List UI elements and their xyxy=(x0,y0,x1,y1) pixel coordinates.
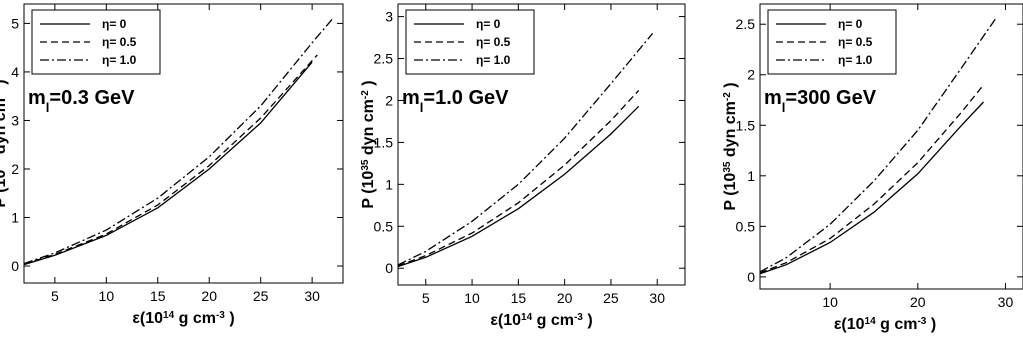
y-axis-label: P (1035 dyn cm-2 ) xyxy=(722,82,740,210)
y-tick-label: 0.5 xyxy=(736,218,756,234)
y-tick-label: 0 xyxy=(11,258,19,274)
series-line-1 xyxy=(760,102,984,274)
y-tick-label: 2 xyxy=(747,67,755,83)
legend-label-1: η= 0 xyxy=(476,17,501,31)
y-tick-label: 0 xyxy=(747,269,755,285)
x-tick-label: 10 xyxy=(822,294,838,310)
legend-label-2: η= 0.5 xyxy=(102,35,137,49)
y-tick-label: 1 xyxy=(11,209,19,225)
mass-annotation: ml=300 GeV xyxy=(764,87,877,115)
series-line-2 xyxy=(760,85,984,273)
mass-annotation: ml=0.3 GeV xyxy=(28,87,135,115)
legend-label-3: η= 1.0 xyxy=(476,53,511,67)
series-line-1 xyxy=(398,106,639,266)
x-tick-label: 20 xyxy=(910,294,926,310)
y-tick-label: 3 xyxy=(11,112,19,128)
chart-panel-1: 5 10 15 20 25 30 0 1 2 3 4 5 η= 0 η= 0.5 η= 1.0 ml=0.3 … xyxy=(0,4,343,327)
x-tick-label: 25 xyxy=(603,290,619,306)
x-tick-label: 30 xyxy=(304,288,320,304)
legend: η= 0 η= 0.5 η= 1.0 xyxy=(768,10,896,74)
x-tick-label: 10 xyxy=(464,290,480,306)
x-tick-label: 5 xyxy=(422,290,430,306)
x-axis-label: ε(1014 g cm-3 ) xyxy=(834,316,936,334)
y-tick-label: 0.5 xyxy=(374,218,394,234)
x-tick-label: 20 xyxy=(201,288,217,304)
y-tick-label: 2.5 xyxy=(736,16,756,32)
y-tick-label: 2.5 xyxy=(374,51,394,67)
x-tick-label: 30 xyxy=(998,294,1014,310)
series-line-2 xyxy=(398,90,639,265)
legend-label-1: η= 0 xyxy=(838,17,863,31)
x-tick-label: 15 xyxy=(150,288,166,304)
x-tick-label: 15 xyxy=(511,290,527,306)
legend-label-2: η= 0.5 xyxy=(838,35,873,49)
legend-label-3: η= 1.0 xyxy=(838,53,873,67)
y-tick-label: 0 xyxy=(385,260,393,276)
legend-label-3: η= 1.0 xyxy=(102,53,137,67)
legend-label-1: η= 0 xyxy=(102,17,127,31)
y-tick-label: 1 xyxy=(747,168,755,184)
x-axis-label: ε(1014 g cm-3 ) xyxy=(132,310,234,328)
mass-annotation: ml=1.0 GeV xyxy=(402,87,509,115)
x-tick-label: 5 xyxy=(51,288,59,304)
y-tick-label: 2 xyxy=(11,161,19,177)
y-tick-label: 5 xyxy=(11,15,19,31)
y-axis-label: P (1035 dyn cm-2 ) xyxy=(360,80,378,208)
x-tick-label: 25 xyxy=(253,288,269,304)
x-tick-label: 10 xyxy=(99,288,115,304)
y-tick-label: 2 xyxy=(385,92,393,108)
legend: η= 0 η= 0.5 η= 1.0 xyxy=(406,10,534,74)
y-tick-label: 3 xyxy=(385,9,393,25)
legend-label-2: η= 0.5 xyxy=(476,35,511,49)
y-tick-label: 1 xyxy=(385,176,393,192)
y-tick-label: 4 xyxy=(11,64,19,80)
x-tick-label: 30 xyxy=(649,290,665,306)
x-axis-label: ε(1014 g cm-3 ) xyxy=(490,312,592,330)
y-axis-label: P (1035 dyn cm-2 ) xyxy=(0,79,9,207)
legend: η= 0 η= 0.5 η= 1.0 xyxy=(32,10,160,74)
x-tick-label: 20 xyxy=(557,290,573,306)
